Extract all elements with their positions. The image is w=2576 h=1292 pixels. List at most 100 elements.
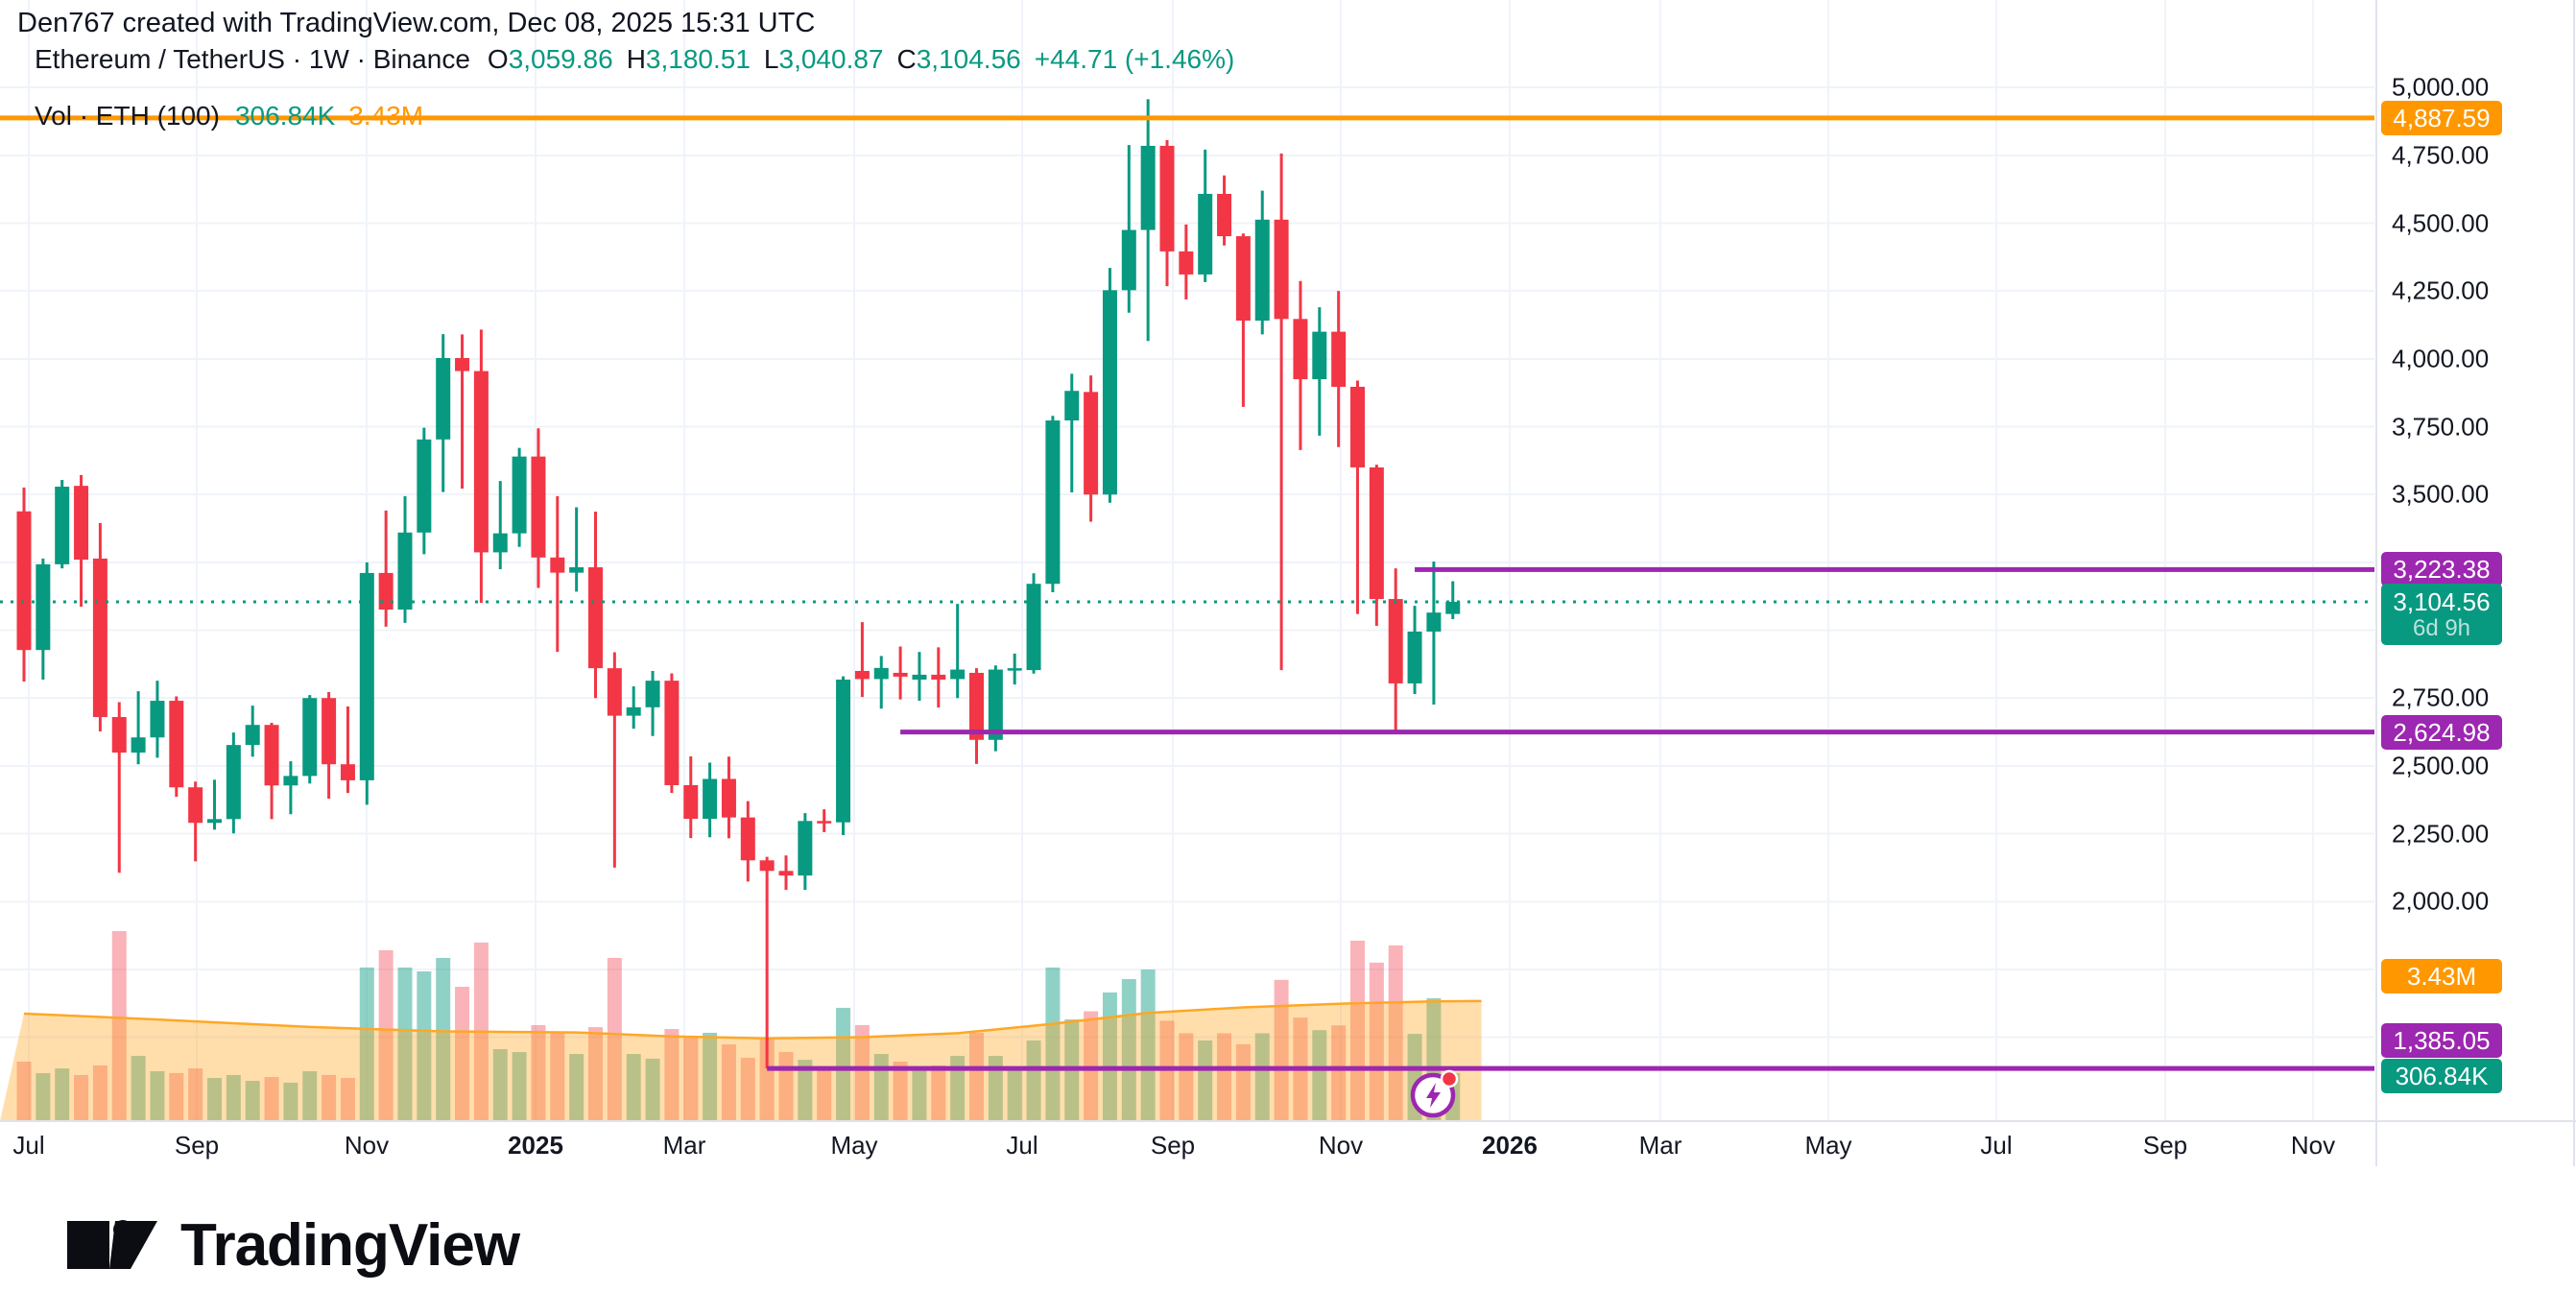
candle[interactable] (245, 725, 260, 746)
candle[interactable] (207, 819, 222, 824)
volume-bar[interactable] (492, 1048, 508, 1121)
candle[interactable] (1445, 602, 1461, 614)
candle[interactable] (16, 511, 32, 651)
volume-bar[interactable] (1312, 1030, 1327, 1121)
candle[interactable] (1121, 229, 1136, 291)
volume-bar[interactable] (721, 1044, 736, 1121)
candle[interactable] (873, 667, 889, 680)
candle[interactable] (1084, 392, 1099, 495)
volume-bar[interactable] (359, 967, 374, 1121)
candle[interactable] (455, 358, 470, 371)
candle[interactable] (226, 745, 241, 820)
candle[interactable] (740, 817, 755, 861)
volume-ma-badge[interactable]: 3.43M (2381, 959, 2502, 993)
volume-bar[interactable] (455, 987, 470, 1121)
volume-bar[interactable] (931, 1065, 946, 1121)
volume-bar[interactable] (550, 1032, 565, 1121)
last-price-badge[interactable]: 3,104.56 6d 9h (2381, 584, 2502, 645)
volume-ma-line[interactable] (23, 999, 1482, 1040)
volume-bar[interactable] (1274, 979, 1289, 1121)
candle[interactable] (531, 456, 546, 558)
candle[interactable] (111, 717, 127, 754)
candle[interactable] (169, 701, 184, 788)
candle[interactable] (759, 860, 775, 872)
candle[interactable] (931, 674, 946, 681)
volume-bar[interactable] (1350, 940, 1365, 1121)
volume-bar[interactable] (322, 1074, 337, 1121)
candle[interactable] (664, 681, 680, 785)
candle[interactable] (626, 706, 641, 716)
candle[interactable] (607, 668, 622, 716)
volume-bar[interactable] (245, 1080, 260, 1121)
volume-bar[interactable] (111, 931, 127, 1121)
volume-bar[interactable] (969, 1032, 984, 1121)
candle[interactable] (588, 566, 603, 669)
volume-bar[interactable] (283, 1082, 298, 1121)
candle[interactable] (378, 572, 394, 610)
volume-bar[interactable] (854, 1024, 870, 1121)
volume-bar[interactable] (340, 1078, 355, 1121)
volume-bar[interactable] (1331, 1025, 1347, 1121)
price-line-badge-resistance[interactable]: 3,223.38 (2381, 552, 2502, 587)
volume-bar[interactable] (16, 1062, 32, 1121)
candle[interactable] (854, 670, 870, 680)
candle[interactable] (1140, 145, 1156, 230)
candle[interactable] (55, 487, 70, 564)
volume-bar[interactable] (645, 1058, 660, 1121)
symbol-legend[interactable]: Ethereum / TetherUS · 1W · Binance O3,059… (35, 44, 1234, 75)
volume-bar[interactable] (531, 1024, 546, 1121)
volume-bar[interactable] (588, 1027, 603, 1121)
volume-bar[interactable] (817, 1068, 832, 1121)
volume-bar[interactable] (988, 1055, 1003, 1121)
volume-bar[interactable] (950, 1055, 966, 1121)
volume-bar[interactable] (150, 1071, 165, 1121)
volume-bar[interactable] (1102, 992, 1117, 1121)
candle[interactable] (302, 698, 318, 777)
volume-bar[interactable] (626, 1054, 641, 1121)
volume-bar[interactable] (569, 1054, 584, 1121)
volume-bar[interactable] (740, 1057, 755, 1121)
candle[interactable] (1064, 391, 1080, 421)
candle[interactable] (778, 871, 794, 876)
volume-bar[interactable] (1045, 967, 1061, 1121)
volume-bar[interactable] (302, 1071, 318, 1121)
candle[interactable] (1274, 219, 1289, 320)
volume-bar[interactable] (1254, 1033, 1270, 1121)
candle[interactable] (1369, 467, 1384, 600)
volume-bar[interactable] (683, 1037, 699, 1121)
candle[interactable] (969, 672, 984, 740)
candle[interactable] (131, 737, 146, 754)
candle[interactable] (798, 821, 813, 876)
candle[interactable] (1350, 386, 1365, 467)
candle[interactable] (150, 701, 165, 738)
candle[interactable] (359, 572, 374, 780)
volume-legend[interactable]: Vol · ETH (100) 306.84K 3.43M (35, 101, 423, 132)
candle[interactable] (512, 456, 527, 534)
volume-current-badge[interactable]: 306.84K (2381, 1059, 2502, 1093)
candle[interactable] (264, 725, 279, 786)
volume-bar[interactable] (188, 1068, 203, 1121)
candle[interactable] (1235, 236, 1251, 321)
candle[interactable] (912, 674, 927, 681)
candle[interactable] (283, 776, 298, 786)
volume-bar[interactable] (759, 1038, 775, 1121)
volume-bar[interactable] (436, 957, 451, 1121)
candle[interactable] (683, 784, 699, 820)
volume-bar[interactable] (512, 1052, 527, 1121)
volume-bar[interactable] (1198, 1040, 1213, 1121)
volume-bar[interactable] (1388, 945, 1403, 1121)
candle[interactable] (703, 778, 718, 820)
price-line-badge-low[interactable]: 1,385.05 (2381, 1023, 2502, 1058)
volume-bar[interactable] (1007, 1069, 1022, 1121)
candle[interactable] (1007, 668, 1022, 671)
alert-flash-icon[interactable] (1410, 1069, 1459, 1118)
candle[interactable] (492, 533, 508, 553)
candle[interactable] (1331, 331, 1347, 387)
candle[interactable] (645, 681, 660, 707)
candle[interactable] (1388, 599, 1403, 683)
volume-bar[interactable] (207, 1078, 222, 1121)
volume-bar[interactable] (226, 1074, 241, 1121)
volume-bar[interactable] (1026, 1040, 1041, 1121)
candle[interactable] (473, 371, 489, 553)
candle[interactable] (188, 787, 203, 824)
